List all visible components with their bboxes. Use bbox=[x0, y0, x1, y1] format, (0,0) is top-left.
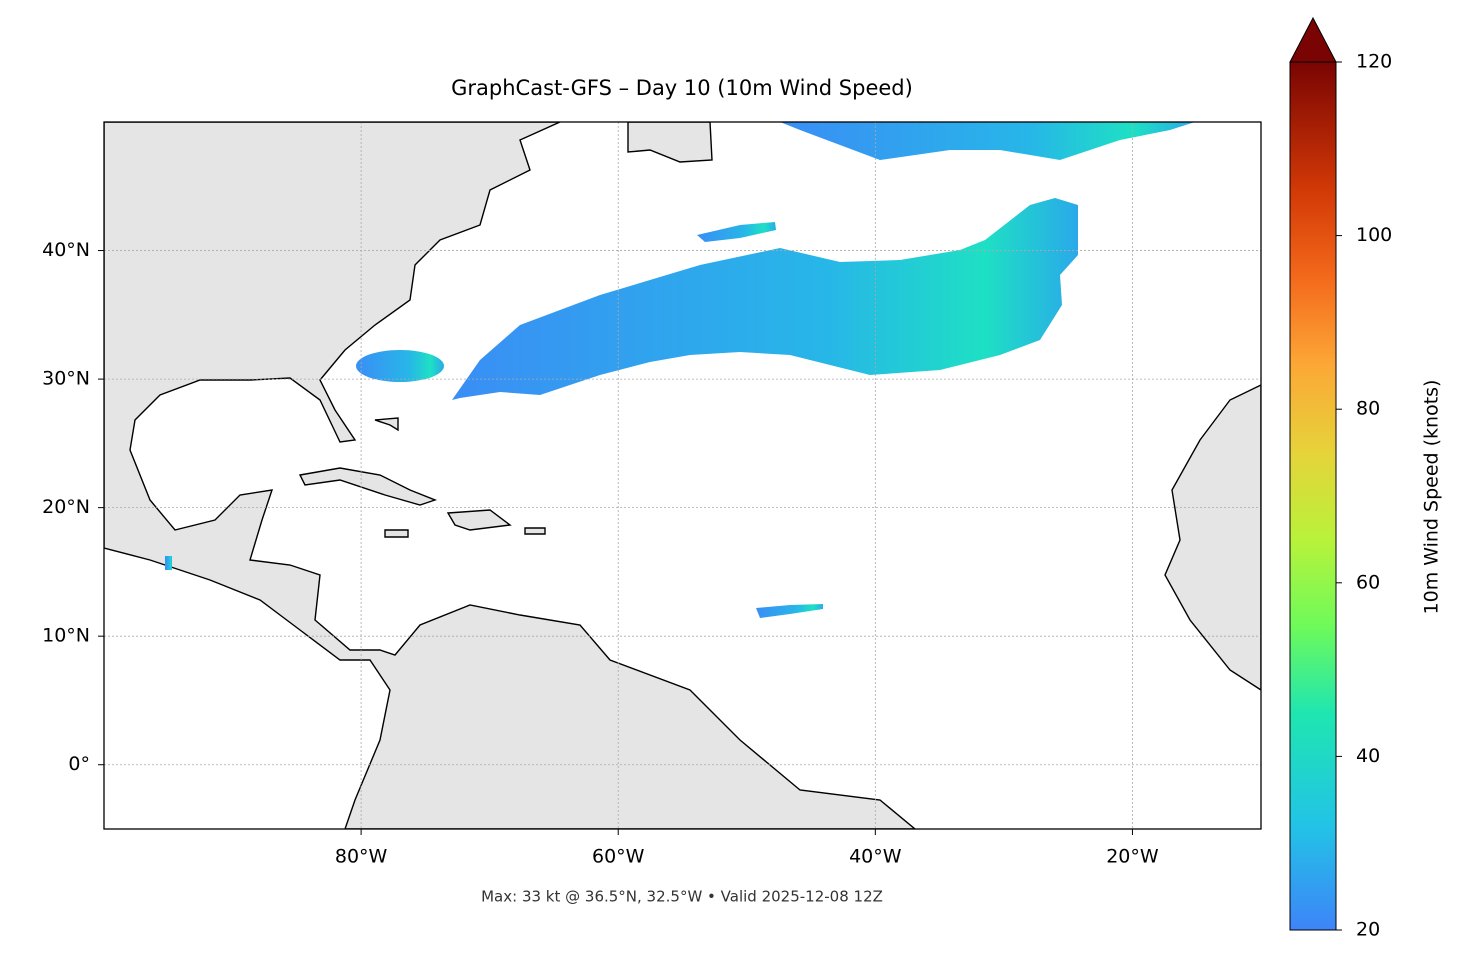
y-tick-label: 10°N bbox=[42, 625, 90, 647]
colorbar-extend bbox=[1289, 16, 1337, 63]
wind-area bbox=[756, 604, 823, 618]
y-tick-label: 30°N bbox=[42, 368, 90, 390]
graticule bbox=[104, 122, 1261, 829]
africa bbox=[1164, 384, 1261, 691]
x-tick-label: 60°W bbox=[592, 846, 645, 868]
colorbar bbox=[1289, 61, 1337, 931]
y-tick-label: 20°N bbox=[42, 496, 90, 518]
y-tick-label: 0° bbox=[68, 753, 90, 775]
map-frame bbox=[103, 121, 1262, 830]
wind-area bbox=[165, 556, 172, 570]
bahamas bbox=[374, 417, 399, 432]
map-layers bbox=[104, 122, 1261, 829]
colorbar-tick-label: 120 bbox=[1356, 51, 1392, 73]
wind-area bbox=[780, 122, 1195, 160]
cuba bbox=[298, 467, 438, 506]
puerto-rico bbox=[524, 527, 546, 535]
title: GraphCast-GFS – Day 10 (10m Wind Speed) bbox=[451, 76, 913, 100]
americas bbox=[104, 122, 917, 829]
hispaniola bbox=[446, 509, 512, 531]
colorbar-tick-label: 60 bbox=[1356, 571, 1380, 593]
x-tick-label: 80°W bbox=[335, 846, 388, 868]
colorbar-tick-label: 20 bbox=[1356, 919, 1380, 941]
y-tick-label: 40°N bbox=[42, 239, 90, 261]
x-tick-label: 40°W bbox=[849, 846, 902, 868]
wind-area bbox=[452, 198, 1078, 400]
colorbar-tick-label: 100 bbox=[1356, 224, 1392, 246]
colorbar-tick-label: 80 bbox=[1356, 398, 1380, 420]
wind-area bbox=[356, 350, 444, 382]
wind-area bbox=[697, 222, 776, 242]
x-tick-label: 20°W bbox=[1106, 846, 1159, 868]
colorbar-label: 10m Wind Speed (knots) bbox=[1421, 380, 1443, 615]
newfoundland bbox=[627, 122, 713, 163]
jamaica bbox=[384, 529, 409, 538]
colorbar-tick-label: 40 bbox=[1356, 745, 1380, 767]
footer: Max: 33 kt @ 36.5°N, 32.5°W • Valid 2025… bbox=[481, 888, 883, 906]
